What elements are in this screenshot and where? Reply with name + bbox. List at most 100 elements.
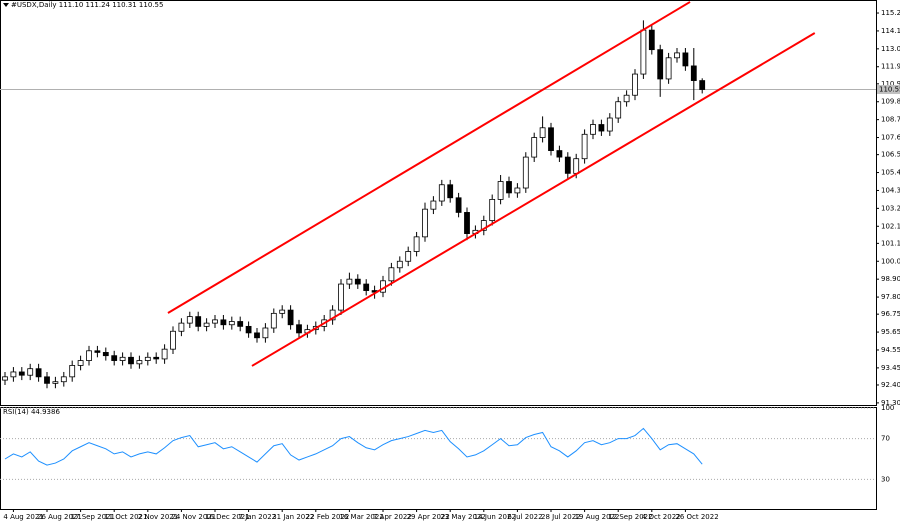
- symbol-icon: [3, 3, 9, 7]
- candle-body: [245, 325, 252, 334]
- candle-body: [497, 181, 504, 200]
- candle-body: [203, 322, 210, 327]
- x-tick-label: 12 Sep 2022: [608, 513, 652, 521]
- candle-body: [657, 49, 664, 80]
- x-tick-label: 23 May 2022: [440, 513, 486, 521]
- candle-body: [615, 101, 622, 119]
- x-tick-label: 16 Mar 2022: [339, 513, 383, 521]
- candle-body: [186, 316, 193, 324]
- candle-body: [279, 309, 286, 314]
- y-tick-label: 70: [881, 435, 890, 443]
- rsi-title: RSI(14) 44.9386: [3, 408, 60, 416]
- candle-body: [237, 321, 244, 327]
- candle-body: [254, 332, 260, 339]
- y-tick-label: 96.75: [881, 310, 900, 318]
- y-tick-label: 109.80: [881, 98, 900, 106]
- x-tick-label: 16 Dec 2021: [205, 513, 250, 521]
- candle-body: [522, 156, 529, 189]
- candle-body: [480, 220, 487, 231]
- candle-body: [27, 368, 34, 376]
- y-tick-label: 91.30: [881, 399, 900, 407]
- candle-body: [195, 316, 202, 327]
- candle-body: [354, 278, 361, 285]
- candle-body: [296, 324, 302, 334]
- candle-body: [35, 368, 42, 378]
- candle-body: [136, 360, 143, 365]
- candle-body: [447, 184, 454, 199]
- candle-body: [363, 283, 370, 291]
- x-tick-label: 22 Feb 2022: [306, 513, 350, 521]
- candle-body: [396, 260, 403, 269]
- candle-body: [548, 127, 554, 151]
- candle-body: [606, 117, 613, 132]
- candle-body: [178, 322, 185, 332]
- candle-body: [464, 212, 470, 234]
- candle-body: [69, 365, 76, 378]
- candle-body: [18, 371, 25, 376]
- candle-body: [52, 381, 59, 384]
- y-tick-label: 115.25: [881, 9, 900, 17]
- candle-body: [338, 283, 344, 311]
- chart-title: #USDX,Daily 111.10 111.24 110.31 110.55: [11, 1, 163, 9]
- candle-body: [665, 57, 672, 80]
- y-tick-label: 98.90: [881, 275, 900, 283]
- x-tick-label: 6 Jul 2022: [507, 513, 542, 521]
- candle-body: [170, 330, 176, 350]
- x-tick-label: 7 Apr 2022: [373, 513, 412, 521]
- candle-body: [539, 127, 546, 138]
- y-tick-label: 104.35: [881, 186, 900, 194]
- candle-body: [94, 350, 101, 353]
- candle-body: [514, 187, 521, 194]
- y-tick-label: 106.55: [881, 151, 900, 159]
- candle-body: [86, 350, 92, 361]
- candle-body: [413, 236, 420, 252]
- candle-body: [648, 29, 655, 51]
- y-tick-label: 102.15: [881, 222, 900, 230]
- y-tick-label: 113.05: [881, 45, 900, 53]
- x-tick-label: 2 Nov 2021: [138, 513, 178, 521]
- channel-line: [251, 32, 816, 367]
- candle-body: [2, 376, 8, 381]
- candle-body: [329, 309, 336, 321]
- candle-body: [632, 73, 638, 96]
- candle-body: [270, 312, 277, 329]
- candle-body: [699, 80, 706, 90]
- candle-body: [228, 321, 235, 326]
- candle-body: [153, 356, 160, 360]
- candle-body: [581, 133, 588, 160]
- x-tick-label: 4 Oct 2022: [642, 513, 681, 521]
- candle-body: [489, 199, 496, 221]
- candle-body: [119, 356, 126, 361]
- y-tick-label: 100.00: [881, 257, 900, 265]
- candle-body: [388, 267, 395, 282]
- y-tick-label: 95.65: [881, 328, 900, 336]
- candle-body: [455, 197, 462, 213]
- x-tick-label: 19 Aug 2022: [575, 513, 620, 521]
- y-tick-label: 107.60: [881, 134, 900, 142]
- candle-body: [44, 376, 50, 384]
- channel-line: [167, 1, 691, 314]
- x-tick-label: 17 Sep 2021: [71, 513, 115, 521]
- y-tick-label: 114.15: [881, 27, 900, 35]
- x-tick-label: 24 Nov 2021: [171, 513, 216, 521]
- candle-body: [674, 52, 680, 59]
- candle-body: [60, 376, 67, 383]
- candle-body: [430, 200, 437, 210]
- candle-body: [220, 319, 227, 326]
- candle-body: [556, 150, 563, 158]
- candle-body: [212, 319, 218, 324]
- x-tick-label: 14 Jun 2022: [474, 513, 516, 521]
- candle-body: [623, 94, 630, 103]
- candle-body: [640, 29, 647, 75]
- candle-body: [531, 137, 538, 158]
- candle-body: [262, 327, 269, 339]
- y-tick-label: 94.55: [881, 346, 900, 354]
- last-price-box: [877, 85, 900, 95]
- candle-body: [102, 352, 109, 357]
- y-tick-label: 111.95: [881, 63, 900, 71]
- rsi-line: [4, 427, 703, 466]
- candle-body: [111, 355, 118, 361]
- x-tick-label: 4 Aug 2021: [3, 513, 43, 521]
- candle-body: [161, 348, 168, 360]
